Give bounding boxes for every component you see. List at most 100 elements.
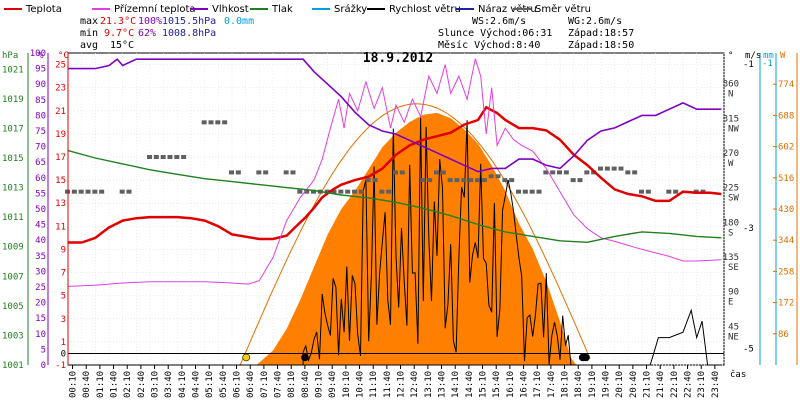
legend-label: Vlhkost [212,4,249,15]
wind-direction-mark [481,178,487,183]
dir-tick-compass: NE [728,332,739,342]
w-tick-label: 172 [778,299,794,309]
w-tick-label: 516 [778,174,794,184]
x-tick-label: 20:40 [629,371,639,398]
x-tick-label: 17:40 [547,371,557,398]
wind-direction-mark [522,189,528,194]
wind-direction-mark [577,178,583,183]
wind-direction-mark [167,155,173,159]
wind-direction-mark [639,189,644,194]
axes: hPa% °C1001100310051007100910111013101510… [2,49,798,398]
dir-tick-label: 90 [728,288,739,298]
wind-direction-mark [618,166,624,171]
x-tick-label: 17:10 [533,371,543,398]
wind-direction-mark [495,174,501,179]
x-tick-label: 08:40 [301,371,311,398]
wind-direction-mark [502,178,508,183]
wind-direction-mark [632,170,638,175]
series-line [68,308,722,366]
wind-direction-mark [119,189,125,194]
w-tick-label: 688 [778,111,794,121]
wind-direction-mark [488,174,494,179]
dir-tick-label: 315 [723,114,739,124]
wind-direction-mark [201,120,207,125]
wind-direction-mark [71,189,77,194]
hpa-tick-label: 1007 [2,272,24,282]
wind-direction-mark [440,170,446,175]
wind-direction-mark [290,170,296,175]
degc-tick-label: 3 [61,315,66,325]
pct-tick-label: 75 [35,127,46,137]
ms-tick-label: -3 [743,224,754,234]
degc-tick-label: 7 [61,269,66,279]
legend-label: Směr větru [535,3,591,15]
degc-tick-label: 21 [55,107,66,117]
hpa-tick-label: 1021 [2,65,24,75]
sunrise-marker [242,353,251,362]
wind-direction-mark [427,178,433,183]
stats-min-label: min [80,28,98,39]
x-tick-label: 06:40 [246,371,256,398]
dir-tick-compass: N [728,90,733,100]
wind-direction-mark [625,170,631,175]
dir-tick-compass: S [728,228,733,238]
pct-tick-label: 50 [35,205,46,215]
w-tick-label: 602 [778,143,794,153]
wind-direction-mark [352,189,357,194]
wind-direction-mark [516,189,521,194]
wind-direction-mark [358,189,364,194]
stats-max-temp: 21.3°C [100,16,136,27]
wind-direction-mark [229,170,234,175]
wind-direction-mark [393,170,398,175]
pct-tick-label: 10 [35,330,46,340]
axis-unit-hpa: hPa [2,51,18,61]
hpa-tick-label: 1009 [2,243,24,253]
wind-direction-mark [420,178,426,183]
wind-direction-mark [181,155,187,159]
chart-title: 18.9.2012 [363,51,433,66]
info-moonrise: Měsíc Východ:8:40 [438,39,540,51]
legend: Teplota Přízemní teplota Vlhkost Tlak Srážky… [4,3,591,15]
x-tick-label: 12:10 [397,371,407,398]
stats-min-hum: 62% [138,28,156,39]
x-tick-label: 21:10 [643,371,653,398]
x-tick-label: 03:40 [164,371,174,398]
wind-direction-mark [85,189,91,194]
x-tick-label: 23:10 [697,371,707,398]
x-tick-label: 02:40 [137,371,147,398]
x-tick-label: 13:10 [424,371,434,398]
degc-tick-label: 25 [55,61,66,71]
x-tick-label: 05:10 [205,371,215,398]
pct-tick-label: 95 [35,65,46,75]
zero-tick-label: 0 [61,349,66,359]
info-ws: WS:2.6m/s [472,16,526,27]
x-tick-label: 14:40 [465,371,475,398]
radiation-area [256,112,577,366]
degc-tick-label: 23 [55,84,66,94]
wind-direction-mark [160,155,166,159]
info-block: WS:2.6m/s WG:2.6m/s Slunce Východ:06:31 … [438,16,634,51]
stats-min-temp: 9.7°C [104,28,134,39]
x-tick-label: 16:10 [506,371,516,398]
series-line [67,58,722,287]
x-tick-label: 15:10 [479,371,489,398]
pct-tick-label: 40 [35,236,46,246]
axis-unit-cas: čas [730,369,746,380]
x-tick-label: 19:10 [588,371,598,398]
x-tick-label: 12:40 [410,371,420,398]
axis-unit-deg: ° [728,51,733,61]
wind-direction-mark [475,178,480,183]
stats-block: max 21.3°C 100% 1015.5hPa 0.0mm min 9.7°… [80,16,254,51]
wind-direction-mark [147,155,152,159]
wind-direction-mark [666,189,672,194]
x-tick-label: 07:40 [274,371,284,398]
series-line [67,149,722,244]
hpa-tick-label: 1019 [2,95,24,105]
wind-direction-mark [673,189,679,194]
mm-tick-label: -1 [762,59,773,69]
degc-tick-label: -1 [55,361,66,371]
hpa-tick-label: 1003 [2,331,24,341]
legend-label: Rychlost větru [389,3,461,15]
pct-tick-label: 65 [35,158,46,168]
pct-tick-label: 80 [35,111,46,121]
